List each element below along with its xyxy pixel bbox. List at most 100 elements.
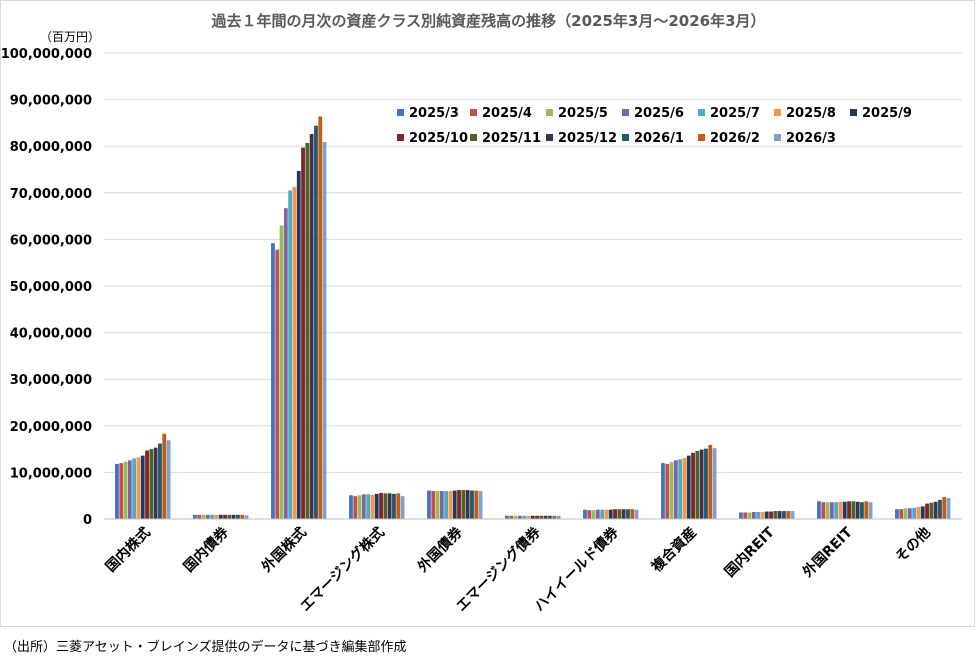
- y-tick-label: 80,000,000: [10, 140, 92, 155]
- bar: [535, 515, 539, 519]
- bar: [764, 511, 769, 519]
- bar: [938, 499, 942, 519]
- bar: [513, 515, 518, 519]
- bar: [444, 491, 449, 519]
- bar: [305, 142, 310, 520]
- bar: [942, 497, 947, 519]
- bar: [296, 170, 301, 519]
- bar: [661, 463, 665, 519]
- bar: [847, 501, 851, 519]
- y-tick-label: 50,000,000: [10, 280, 92, 295]
- legend-label: 2025/5: [558, 106, 608, 121]
- bar: [193, 514, 197, 519]
- bar: [899, 509, 904, 519]
- legend-swatch: [397, 109, 404, 116]
- bar-chart: 0 10,000,000 20,000,000 30,000,000 40,000,00…: [1, 47, 962, 615]
- bar: [275, 249, 280, 520]
- bar: [526, 515, 531, 519]
- bar: [158, 443, 162, 519]
- bar: [617, 509, 622, 519]
- bar: [686, 455, 691, 519]
- bar: [842, 501, 847, 519]
- y-tick-label: 90,000,000: [10, 94, 92, 109]
- legend-label: 2025/6: [634, 106, 684, 121]
- y-tick-label: 30,000,000: [10, 373, 92, 388]
- bar: [522, 515, 527, 519]
- bar: [309, 134, 314, 520]
- bar: [353, 496, 358, 519]
- bar: [634, 509, 639, 519]
- legend-swatch: [546, 109, 553, 116]
- bar: [933, 501, 938, 519]
- bar: [314, 125, 318, 520]
- legend-swatch: [850, 109, 857, 116]
- bar: [543, 515, 548, 519]
- bar: [747, 512, 752, 519]
- bar: [231, 514, 236, 519]
- bar: [817, 501, 821, 519]
- bar: [613, 509, 617, 519]
- bar: [349, 495, 353, 519]
- bar: [829, 502, 834, 519]
- bar: [855, 501, 860, 519]
- legend-swatch: [622, 134, 629, 141]
- bar: [669, 462, 674, 519]
- category-label: ハイイールド債券: [531, 523, 623, 615]
- bar: [678, 459, 683, 519]
- bar: [465, 490, 470, 519]
- bar: [149, 449, 154, 519]
- bar: [166, 440, 171, 519]
- bar: [452, 490, 457, 519]
- bar: [790, 511, 795, 519]
- bar: [907, 508, 912, 519]
- bar: [396, 493, 401, 519]
- bars: [115, 116, 951, 520]
- bar: [604, 509, 609, 519]
- bar: [322, 142, 327, 520]
- category-label: エマージング債券: [453, 523, 545, 615]
- bar: [743, 512, 748, 519]
- bar: [201, 514, 206, 519]
- bar: [712, 448, 717, 519]
- legend-swatch: [397, 134, 404, 141]
- bar: [132, 458, 137, 519]
- bar: [587, 510, 592, 519]
- bar: [470, 490, 474, 519]
- legend-swatch: [774, 109, 781, 116]
- category-label: 国内債券: [180, 523, 232, 575]
- y-tick-label: 100,000,000: [1, 47, 92, 62]
- y-tick-label: 60,000,000: [10, 233, 92, 248]
- legend-label: 2026/1: [634, 131, 684, 146]
- bar: [539, 515, 544, 519]
- category-label: その他: [892, 524, 934, 566]
- bar: [929, 502, 934, 519]
- legend-label: 2025/7: [710, 106, 760, 121]
- legend-swatch: [698, 134, 705, 141]
- bar: [608, 509, 613, 519]
- y-axis-ticks: 0 10,000,000 20,000,000 30,000,000 40,000,00…: [1, 47, 92, 528]
- bar: [903, 508, 908, 519]
- y-tick-label: 70,000,000: [10, 187, 92, 202]
- source-note: （出所）三菱アセット・ブレインズ提供のデータに基づき編集部作成: [4, 640, 407, 655]
- legend-swatch: [698, 109, 705, 116]
- bar: [162, 433, 167, 519]
- bar: [864, 501, 869, 519]
- bar: [301, 147, 305, 519]
- bar: [691, 452, 695, 519]
- bar: [197, 514, 202, 519]
- bar: [448, 491, 453, 519]
- bar: [760, 512, 765, 519]
- bar: [140, 455, 145, 519]
- bar: [868, 502, 873, 519]
- bar: [673, 460, 678, 519]
- category-label: 複合資産: [648, 524, 700, 576]
- bar: [292, 186, 297, 519]
- bar: [925, 503, 929, 519]
- bar: [505, 515, 509, 519]
- bar: [123, 461, 128, 519]
- bar: [431, 491, 436, 519]
- bar: [153, 447, 158, 519]
- bar: [695, 450, 700, 519]
- bar: [699, 449, 704, 519]
